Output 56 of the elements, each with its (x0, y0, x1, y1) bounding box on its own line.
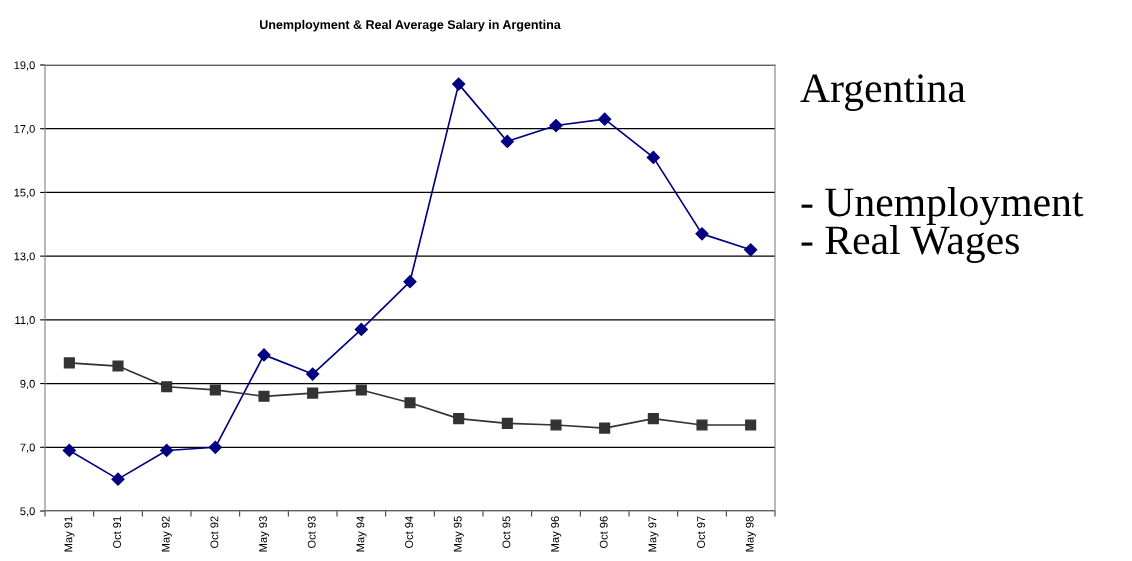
point (403, 275, 417, 289)
x-tick-label: May 95 (453, 516, 464, 552)
point (208, 440, 222, 454)
x-tick-label: Oct 97 (697, 516, 705, 549)
y-tick-label: 15,0 (14, 188, 35, 198)
point (354, 322, 368, 337)
y-tick-label: 13,0 (14, 252, 35, 262)
x-tick-label: May 93 (259, 516, 270, 552)
point (257, 348, 271, 362)
point (500, 134, 514, 149)
point (355, 384, 367, 396)
x-tick-label: Oct 96 (599, 516, 608, 549)
x-tick-label: May 94 (356, 516, 367, 552)
point (62, 443, 76, 458)
y-tick-label: 7,0 (20, 443, 35, 453)
point (160, 443, 174, 458)
point (550, 419, 562, 431)
x-tick-label: Oct 91 (113, 516, 121, 549)
point (745, 419, 757, 431)
x-tick-label: May 98 (745, 516, 756, 552)
y-tick-label: 9,0 (20, 379, 35, 390)
point (307, 387, 319, 399)
x-tick-label: May 97 (648, 516, 659, 552)
x-tick-label: May 91 (64, 516, 75, 552)
x-tick-label: May 96 (551, 516, 562, 552)
y-tick-label: 17,0 (14, 124, 35, 135)
text: Argentina (800, 74, 966, 111)
y-tick-label: 5,0 (20, 507, 35, 517)
point (549, 118, 563, 133)
y-tick-label: 11,0 (15, 316, 35, 326)
chart-title: Unemployment & Real Average Salary in Argentina (260, 19, 561, 32)
x-tick-label: Oct 93 (307, 516, 316, 549)
point (696, 419, 708, 431)
text: - Unemployment - Real Wages (801, 187, 1084, 263)
y-tick-label: 19,0 (14, 61, 35, 71)
point (598, 112, 612, 126)
point (453, 413, 465, 425)
x-tick-label: Oct 94 (405, 516, 413, 549)
point (112, 360, 124, 372)
point (111, 472, 125, 486)
point (501, 417, 513, 429)
x-tick-label: May 92 (161, 516, 172, 552)
point (404, 397, 416, 409)
point (646, 150, 660, 164)
point (599, 422, 611, 434)
point (647, 413, 659, 425)
point (209, 384, 221, 396)
x-tick-label: Oct 92 (210, 516, 219, 549)
point (258, 390, 270, 402)
point (306, 367, 320, 381)
point (452, 77, 466, 91)
point (695, 227, 709, 241)
point (63, 357, 75, 369)
point (161, 381, 173, 393)
x-tick-label: Oct 95 (502, 516, 511, 549)
point (744, 243, 758, 257)
